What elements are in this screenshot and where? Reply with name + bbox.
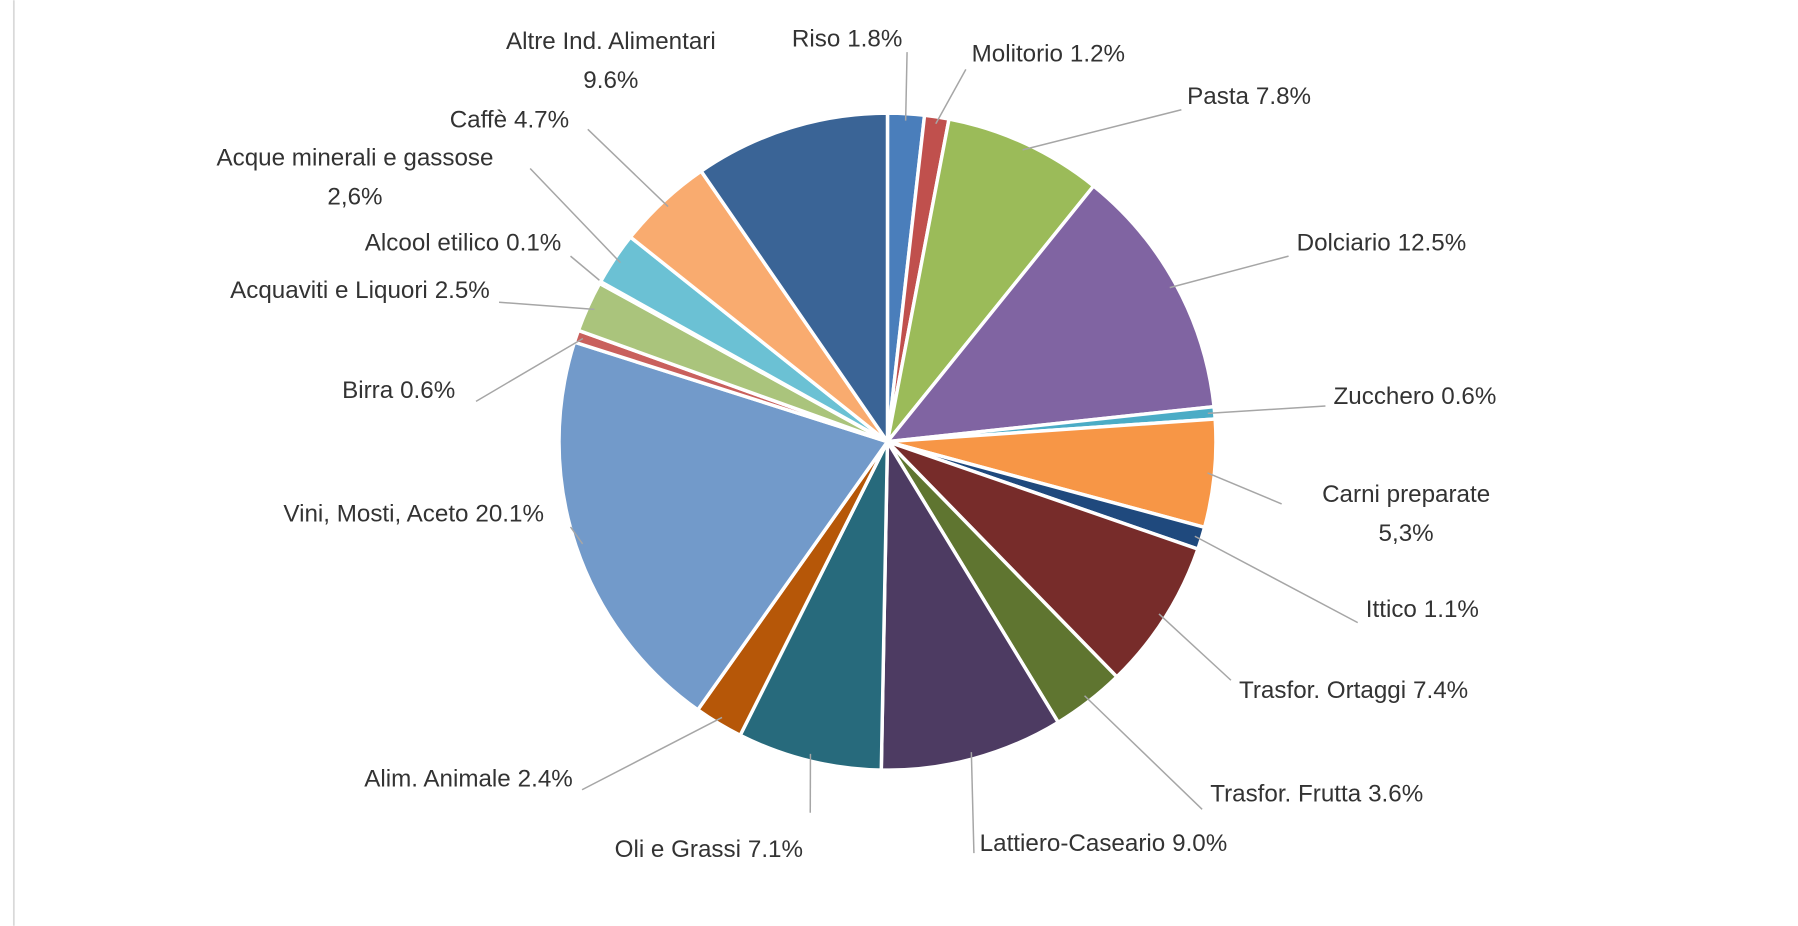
- data-label: Carni preparate 5,3%: [1322, 481, 1490, 547]
- value-label: 20.1%: [475, 501, 544, 528]
- category-label: Zucchero: [1334, 383, 1435, 410]
- leader-line: [904, 52, 908, 121]
- value-label: 4.7%: [514, 107, 569, 134]
- value-label: 12.5%: [1398, 230, 1467, 257]
- data-label: Ittico 1.1%: [1366, 596, 1479, 623]
- value-label: 9.0%: [1172, 830, 1227, 857]
- pie-slice: [879, 435, 1061, 772]
- value-label: 7.8%: [1256, 84, 1311, 111]
- data-label: Altre Ind. Alimentari 9.6%: [506, 28, 716, 94]
- value-label: 0.6%: [1441, 383, 1496, 410]
- category-label: Lattiero-Caseario: [980, 830, 1166, 857]
- data-label: Molitorio 1.2%: [972, 41, 1125, 68]
- data-label: Birra 0.6%: [342, 378, 455, 405]
- data-label: Dolciario 12.5%: [1297, 230, 1467, 257]
- leader-line: [1207, 405, 1326, 415]
- leader-line: [1158, 613, 1232, 681]
- category-label: Alim. Animale: [364, 766, 511, 793]
- data-label: Alim. Animale 2.4%: [364, 766, 573, 793]
- leader-line: [1169, 255, 1289, 289]
- value-label: 9.6%: [583, 67, 638, 94]
- category-label: Acque minerali e gassose: [217, 145, 494, 172]
- data-label: Vini, Mosti, Aceto 20.1%: [283, 501, 544, 528]
- value-label: 2.5%: [435, 277, 490, 304]
- data-label: Lattiero-Caseario 9.0%: [980, 830, 1228, 857]
- data-label: Acque minerali e gassose 2,6%: [217, 145, 494, 211]
- leader-line: [970, 752, 975, 854]
- data-label: Pasta 7.8%: [1187, 84, 1311, 111]
- value-label: 1.8%: [847, 26, 902, 53]
- category-label: Dolciario: [1297, 230, 1391, 257]
- data-label: Acquaviti e Liquori 2.5%: [230, 277, 490, 304]
- category-label: Molitorio: [972, 41, 1063, 68]
- value-label: 0.6%: [400, 378, 455, 405]
- category-label: Ittico: [1366, 596, 1417, 623]
- pie-slice: [886, 440, 1201, 680]
- category-label: Pasta: [1187, 84, 1249, 111]
- category-label: Trasfor. Frutta: [1210, 781, 1362, 808]
- value-label: 5,3%: [1379, 520, 1434, 547]
- category-label: Acquaviti e Liquori: [230, 277, 428, 304]
- leader-line: [499, 301, 595, 311]
- leader-line: [529, 168, 621, 264]
- category-label: Alcool etilico: [365, 230, 499, 257]
- data-label: Trasfor. Ortaggi 7.4%: [1239, 677, 1468, 704]
- data-label: Oli e Grassi 7.1%: [615, 836, 803, 863]
- value-label: 2,6%: [327, 184, 382, 211]
- category-label: Oli e Grassi: [615, 836, 741, 863]
- leader-line: [1207, 472, 1282, 505]
- value-label: 7.1%: [748, 836, 803, 863]
- value-label: 1.1%: [1424, 596, 1479, 623]
- category-label: Altre Ind. Alimentari: [506, 28, 716, 55]
- leader-line: [1084, 695, 1203, 810]
- leader-line: [935, 69, 967, 125]
- value-label: 3.6%: [1368, 781, 1423, 808]
- category-label: Trasfor. Ortaggi: [1239, 677, 1406, 704]
- category-label: Caffè: [450, 107, 507, 134]
- leader-line: [587, 128, 669, 208]
- pie-slice: [557, 339, 891, 713]
- data-label: Caffè 4.7%: [450, 107, 569, 134]
- pie-slice: [698, 111, 890, 448]
- pie-slice: [883, 183, 1216, 444]
- leader-line: [581, 716, 723, 791]
- data-label: Trasfor. Frutta 3.6%: [1210, 781, 1423, 808]
- value-label: 2.4%: [518, 766, 573, 793]
- category-label: Vini, Mosti, Aceto: [283, 501, 468, 528]
- category-label: Birra: [342, 378, 394, 405]
- pie-slice: [737, 440, 890, 772]
- value-label: 0.1%: [506, 230, 561, 257]
- pie-slice: [885, 116, 1097, 443]
- category-label: Riso: [792, 26, 840, 53]
- category-label: Carni preparate: [1322, 481, 1490, 508]
- value-label: 1.2%: [1070, 41, 1125, 68]
- leader-line: [475, 337, 584, 402]
- leader-line: [1194, 535, 1359, 624]
- data-label: Riso 1.8%: [792, 26, 902, 53]
- leader-line: [1022, 109, 1182, 151]
- data-label: Zucchero 0.6%: [1334, 383, 1497, 410]
- data-label: Alcool etilico 0.1%: [365, 230, 561, 257]
- leader-line: [569, 526, 584, 545]
- value-label: 7.4%: [1413, 677, 1468, 704]
